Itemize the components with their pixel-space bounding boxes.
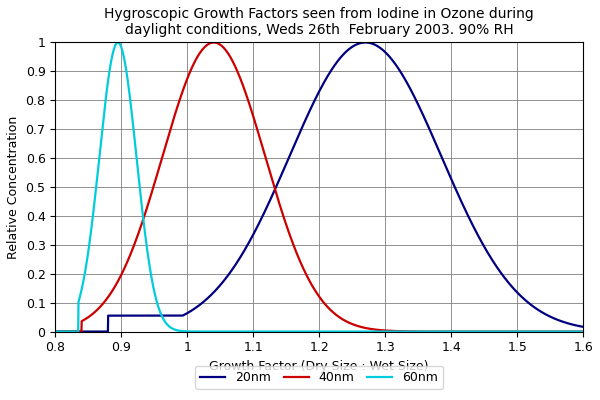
Title: Hygroscopic Growth Factors seen from Iodine in Ozone during
daylight conditions,: Hygroscopic Growth Factors seen from Iod… bbox=[104, 7, 534, 37]
40nm bbox=[571, 329, 578, 334]
Line: 20nm: 20nm bbox=[55, 42, 590, 332]
40nm bbox=[473, 329, 480, 334]
20nm bbox=[586, 326, 593, 330]
20nm bbox=[298, 128, 305, 132]
60nm bbox=[52, 329, 59, 334]
40nm bbox=[298, 262, 305, 266]
40nm bbox=[79, 318, 86, 323]
Y-axis label: Relative Concentration: Relative Concentration bbox=[7, 115, 20, 259]
20nm bbox=[571, 322, 578, 327]
40nm bbox=[586, 329, 593, 334]
40nm bbox=[312, 289, 319, 294]
20nm bbox=[52, 329, 59, 334]
20nm bbox=[79, 329, 86, 334]
60nm bbox=[586, 329, 593, 334]
60nm bbox=[473, 329, 480, 334]
60nm bbox=[571, 329, 578, 334]
60nm bbox=[312, 329, 319, 334]
60nm bbox=[571, 329, 578, 334]
40nm bbox=[52, 329, 59, 334]
Legend: 20nm, 40nm, 60nm: 20nm, 40nm, 60nm bbox=[196, 366, 443, 389]
X-axis label: Growth Factor (Dry Size : Wet Size): Growth Factor (Dry Size : Wet Size) bbox=[209, 360, 429, 373]
20nm bbox=[473, 230, 480, 235]
Line: 60nm: 60nm bbox=[55, 42, 590, 332]
20nm bbox=[362, 40, 369, 45]
40nm bbox=[210, 40, 217, 45]
60nm bbox=[298, 329, 305, 334]
60nm bbox=[114, 40, 121, 45]
60nm bbox=[79, 283, 86, 288]
40nm bbox=[571, 329, 578, 334]
20nm bbox=[571, 323, 578, 328]
20nm bbox=[311, 97, 319, 102]
Line: 40nm: 40nm bbox=[55, 42, 590, 332]
